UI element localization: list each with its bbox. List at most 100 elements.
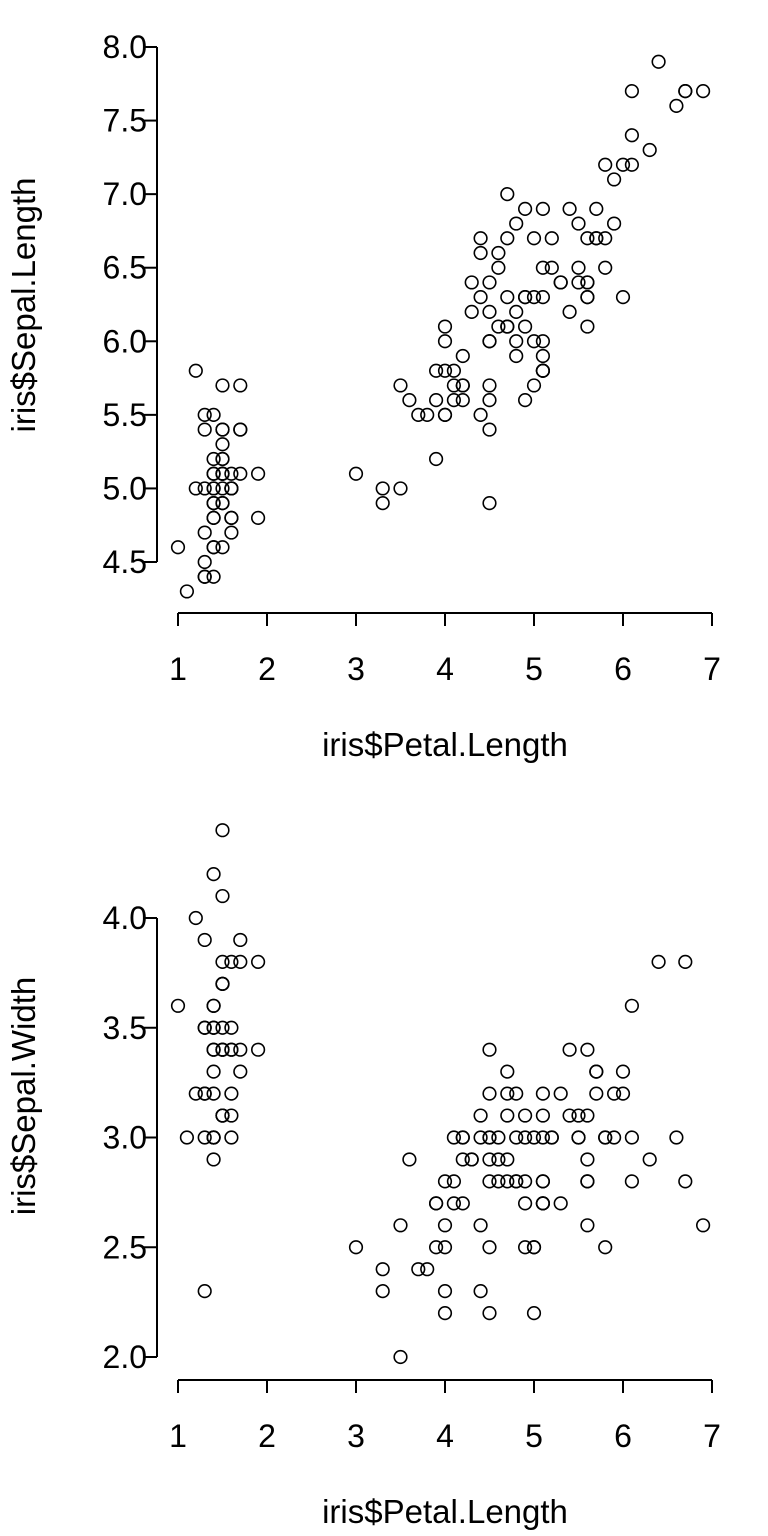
data-point	[420, 1262, 435, 1277]
data-point	[535, 1174, 551, 1189]
data-point	[544, 1130, 559, 1145]
data-point	[571, 275, 586, 290]
data-point	[482, 1174, 497, 1189]
data-point	[642, 142, 657, 158]
data-point	[526, 290, 542, 305]
data-point	[669, 98, 684, 113]
data-point	[615, 290, 631, 305]
data-point	[251, 1042, 266, 1057]
data-point	[553, 1196, 568, 1211]
data-point	[233, 422, 248, 437]
data-point	[215, 437, 230, 452]
data-point	[197, 407, 212, 422]
data-point	[233, 954, 248, 970]
data-point	[598, 231, 613, 246]
data-point	[224, 1086, 239, 1101]
data-point	[437, 1284, 453, 1299]
data-point	[348, 466, 364, 481]
data-point	[526, 231, 542, 246]
data-point	[215, 1042, 230, 1057]
data-point	[624, 1174, 640, 1189]
data-point	[509, 216, 524, 231]
data-point	[562, 1042, 577, 1057]
x-tick-label: 4	[436, 651, 454, 687]
data-point	[348, 1240, 364, 1255]
data-point	[437, 1240, 453, 1255]
y-tick-label: 8.0	[103, 29, 147, 65]
data-point	[535, 363, 551, 378]
data-point	[500, 1086, 515, 1101]
data-point	[517, 1108, 533, 1123]
data-point	[206, 1086, 221, 1101]
data-point	[437, 1218, 453, 1233]
data-point	[491, 319, 506, 334]
data-point	[375, 1284, 390, 1299]
data-point	[197, 1284, 212, 1299]
data-point	[571, 1108, 586, 1123]
data-point	[393, 378, 408, 393]
data-point	[375, 496, 390, 511]
data-point	[224, 1020, 239, 1035]
data-point	[446, 363, 462, 378]
data-point	[215, 466, 230, 481]
data-point	[215, 481, 230, 496]
data-point	[580, 1174, 595, 1189]
data-point	[571, 1130, 586, 1145]
data-point	[429, 393, 444, 408]
data-point	[526, 1305, 542, 1321]
data-point	[491, 260, 506, 275]
data-point	[562, 1108, 577, 1123]
data-point	[482, 1305, 497, 1321]
data-point	[393, 1218, 408, 1233]
data-point	[544, 231, 559, 246]
data-point	[206, 1130, 221, 1145]
data-point	[429, 1196, 444, 1211]
y-tick-label: 2.0	[103, 1339, 147, 1375]
data-point	[473, 245, 488, 261]
data-point	[526, 1130, 542, 1145]
data-point	[482, 1086, 497, 1101]
data-point	[473, 1284, 488, 1299]
data-point	[464, 304, 479, 319]
y-tick-label: 7.0	[103, 176, 147, 212]
data-point	[553, 275, 568, 290]
data-point	[500, 187, 515, 202]
data-point	[393, 481, 408, 496]
data-point	[624, 157, 640, 172]
data-point	[393, 1349, 408, 1365]
y-tick-label: 6.5	[103, 250, 147, 286]
x-tick-label: 6	[614, 651, 632, 687]
data-point	[615, 157, 631, 172]
data-point	[678, 1174, 693, 1189]
data-point	[473, 407, 488, 422]
data-point	[535, 1086, 551, 1101]
y-tick-label: 3.5	[103, 1010, 147, 1046]
data-point	[526, 334, 542, 349]
data-point	[206, 510, 221, 525]
data-point	[509, 1130, 524, 1145]
data-point	[535, 334, 551, 349]
data-point	[455, 1152, 470, 1167]
data-point	[482, 496, 497, 511]
data-point	[500, 231, 515, 246]
data-point	[215, 540, 230, 555]
data-point	[571, 260, 586, 275]
data-point	[562, 201, 577, 216]
data-point	[233, 378, 248, 393]
data-point	[197, 1086, 212, 1101]
data-point	[197, 1130, 212, 1145]
data-point	[206, 1020, 221, 1035]
data-point	[206, 1152, 221, 1167]
data-point	[420, 407, 435, 422]
data-point	[197, 932, 212, 948]
data-point	[206, 496, 221, 511]
data-point	[482, 378, 497, 393]
data-point	[224, 466, 239, 481]
data-point	[517, 393, 533, 408]
data-point	[437, 319, 453, 334]
data-point	[446, 1130, 462, 1145]
data-point	[491, 1152, 506, 1167]
data-point	[437, 363, 453, 378]
data-point	[615, 1064, 631, 1079]
